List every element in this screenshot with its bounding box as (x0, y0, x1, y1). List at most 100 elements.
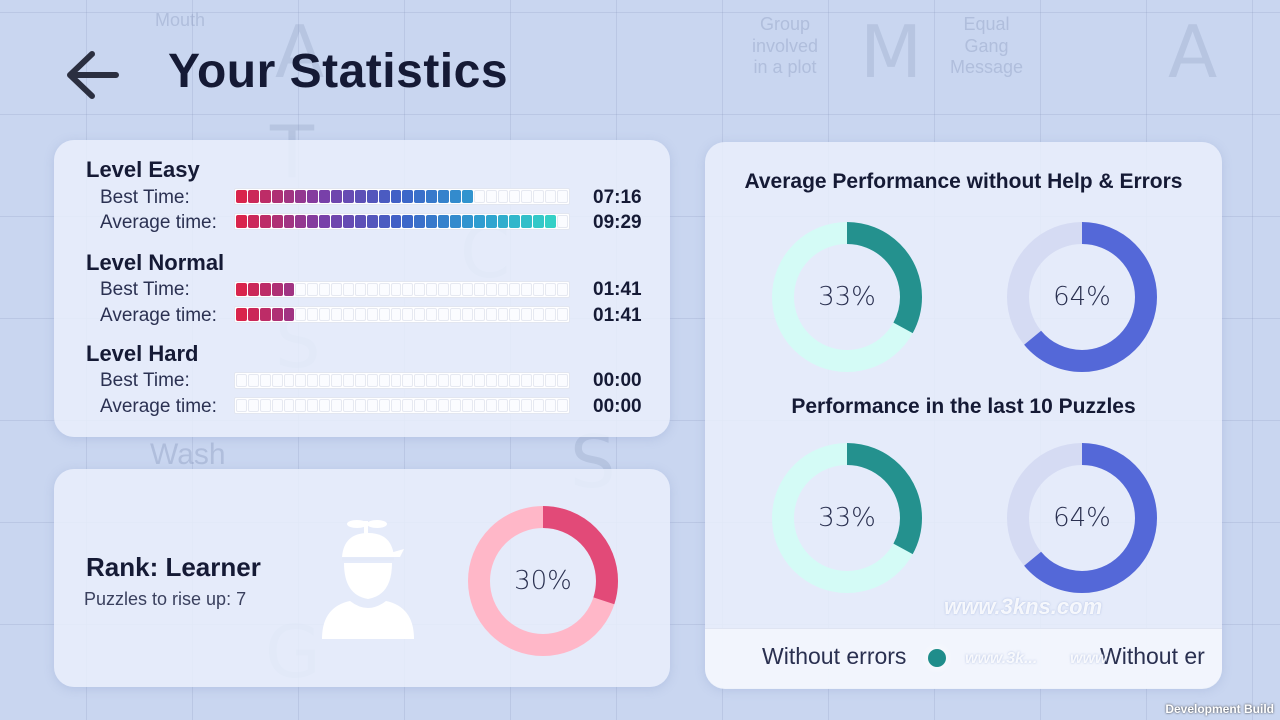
bar-segment-empty (545, 374, 557, 387)
bar-segment-empty (461, 374, 473, 387)
bar-segment-empty (533, 374, 545, 387)
bar-segment-filled (271, 283, 283, 296)
bar-segment-filled (497, 215, 509, 228)
bar-segment-filled (354, 215, 366, 228)
normal-average-bar (234, 306, 570, 323)
rank-progress-donut: 30% (467, 505, 619, 657)
bar-segment-empty (354, 283, 366, 296)
bar-segment-filled (259, 215, 271, 228)
bar-segment-empty (366, 283, 378, 296)
bar-segment-filled (450, 190, 461, 203)
bar-segment-filled (414, 215, 426, 228)
bar-segment-filled (343, 190, 354, 203)
bar-segment-filled (509, 215, 521, 228)
bar-segment-empty (414, 399, 426, 412)
bar-segment-empty (343, 399, 354, 412)
normal-best-time: 01:41 (593, 279, 642, 300)
bar-segment-filled (271, 308, 283, 321)
bar-segment-empty (497, 399, 509, 412)
bg-letter: A (1168, 10, 1218, 94)
bar-segment-filled (343, 215, 354, 228)
bar-segment-empty (521, 190, 533, 203)
level-hard-title: Level Hard (86, 341, 199, 366)
bar-segment-empty (390, 399, 402, 412)
bar-segment-filled (295, 190, 307, 203)
bar-segment-empty (390, 283, 402, 296)
bar-segment-filled (307, 215, 319, 228)
bar-segment-filled (307, 190, 319, 203)
bar-segment-empty (402, 283, 414, 296)
bar-segment-empty (378, 374, 390, 387)
bar-segment-filled (461, 215, 473, 228)
bar-segment-filled (283, 190, 295, 203)
bar-segment-filled (473, 215, 485, 228)
bar-segment-empty (378, 399, 390, 412)
watermark-text: www.3kns.com (944, 594, 1103, 619)
donut-fill (772, 443, 922, 593)
bar-segment-empty (295, 399, 307, 412)
bar-segment-empty (438, 374, 450, 387)
bar-segment-filled (521, 215, 533, 228)
bar-segment-empty (509, 283, 521, 296)
bar-segment-empty (343, 374, 354, 387)
back-button[interactable] (62, 45, 122, 105)
bar-segment-empty (259, 374, 271, 387)
bar-segment-filled (461, 190, 473, 203)
bar-segment-filled (414, 190, 426, 203)
bar-segment-filled (236, 308, 247, 321)
bar-segment-empty (509, 399, 521, 412)
bar-segment-empty (497, 374, 509, 387)
bar-segment-filled (390, 190, 402, 203)
watermark-text: www.3k... (965, 650, 1038, 667)
normal-best-label: Best Time: (100, 279, 190, 300)
bar-segment-empty (236, 374, 247, 387)
bar-segment-empty (545, 283, 557, 296)
bar-segment-empty (473, 399, 485, 412)
bar-segment-filled (485, 215, 497, 228)
bar-segment-empty (378, 308, 390, 321)
bar-segment-empty (331, 283, 343, 296)
bar-segment-empty (438, 283, 450, 296)
hard-best-time: 00:00 (593, 370, 642, 391)
bar-segment-empty (450, 374, 461, 387)
hard-average-label: Average time: (100, 396, 217, 417)
bar-segment-empty (307, 374, 319, 387)
level-normal-title: Level Normal (86, 250, 225, 275)
performance-panel: Average Performance without Help & Error… (705, 142, 1222, 689)
donut-percent-label: 33% (818, 282, 876, 312)
bar-segment-empty (271, 374, 283, 387)
bar-segment-empty (473, 308, 485, 321)
avg-without-errors-donut: 33% (771, 221, 923, 373)
bar-segment-filled (378, 190, 390, 203)
bar-segment-empty (366, 374, 378, 387)
legend-scroll[interactable]: Without errors Without er (705, 628, 1222, 689)
bar-segment-empty (473, 374, 485, 387)
puzzles-to-rise-label: Puzzles to rise up: 7 (84, 589, 247, 609)
bar-segment-empty (366, 308, 378, 321)
bar-segment-empty (461, 283, 473, 296)
hard-best-bar (234, 372, 570, 389)
bar-segment-empty (319, 308, 331, 321)
bar-segment-filled (545, 215, 557, 228)
bar-segment-empty (331, 308, 343, 321)
bar-segment-empty (319, 399, 331, 412)
bar-segment-empty (414, 374, 426, 387)
easy-average-bar (234, 213, 570, 230)
bar-segment-empty (533, 308, 545, 321)
bar-segment-filled (426, 190, 438, 203)
bar-segment-empty (283, 399, 295, 412)
bar-segment-filled (247, 308, 259, 321)
bar-segment-empty (521, 283, 533, 296)
bar-segment-empty (545, 399, 557, 412)
bar-segment-empty (295, 283, 307, 296)
page-title: Your Statistics (168, 45, 509, 98)
average-performance-title: Average Performance without Help & Error… (744, 170, 1183, 193)
hard-average-time: 00:00 (593, 396, 642, 417)
level-easy-title: Level Easy (86, 157, 200, 182)
bar-segment-empty (354, 399, 366, 412)
bar-segment-empty (521, 374, 533, 387)
avg-without-errors-ring (772, 222, 922, 372)
bg-word: Equal Gang Message (950, 14, 1024, 78)
bar-segment-empty (426, 283, 438, 296)
bar-segment-empty (295, 374, 307, 387)
